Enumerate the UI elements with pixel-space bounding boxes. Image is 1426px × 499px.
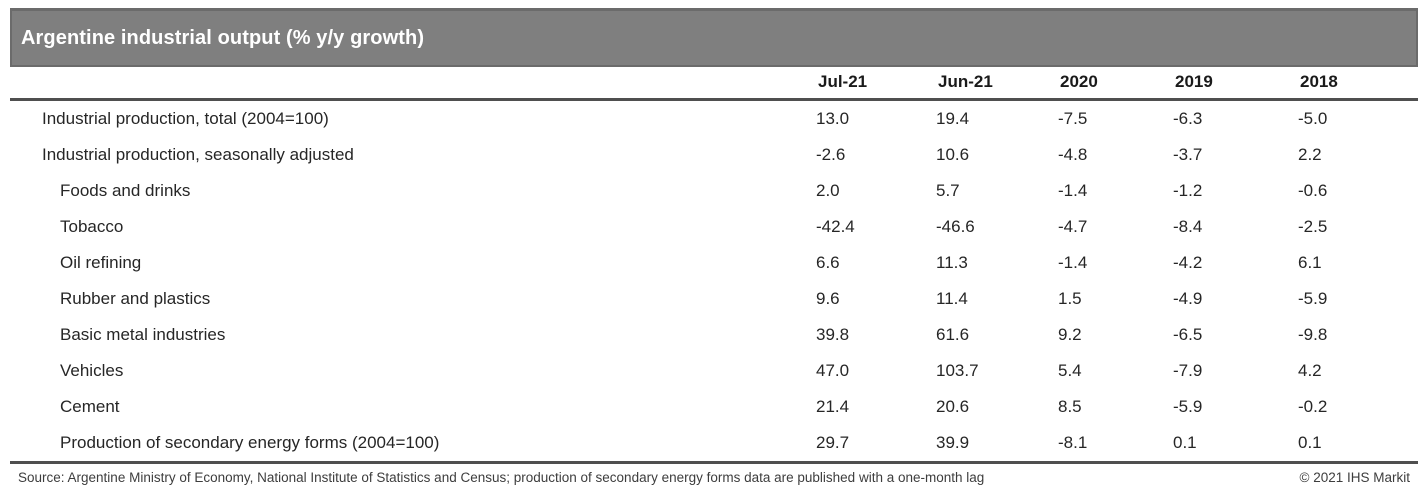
table-row: Tobacco -42.4 -46.6 -4.7 -8.4 -2.5: [10, 209, 1418, 245]
cell-value: 8.5: [1058, 397, 1082, 416]
cell-value: -1.4: [1058, 253, 1088, 272]
cell-value: 4.2: [1298, 361, 1322, 380]
cell-value: -8.4: [1173, 217, 1203, 236]
cell-value: 5.4: [1058, 361, 1082, 380]
source-note: Source: Argentine Ministry of Economy, N…: [18, 470, 985, 485]
cell-value: 20.6: [936, 397, 970, 416]
cell-value: 2.0: [816, 181, 840, 200]
cell-value: -0.6: [1298, 181, 1328, 200]
cell-value: -6.5: [1173, 325, 1203, 344]
cell-value: 5.7: [936, 181, 960, 200]
cell-value: -9.8: [1298, 325, 1328, 344]
cell-value: -6.3: [1173, 109, 1203, 128]
row-label: Tobacco: [60, 217, 124, 236]
column-header: 2018: [1300, 71, 1338, 91]
cell-value: -5.0: [1298, 109, 1328, 128]
header-row: Jul-21 Jun-21 2020 2019 2018: [10, 67, 1418, 100]
row-label: Foods and drinks: [60, 181, 191, 200]
cell-value: -5.9: [1298, 289, 1328, 308]
cell-value: 29.7: [816, 433, 850, 452]
cell-value: 2.2: [1298, 145, 1322, 164]
cell-value: 10.6: [936, 145, 970, 164]
row-label: Rubber and plastics: [60, 289, 211, 308]
row-label-column-header: [10, 67, 815, 100]
data-table: Jul-21 Jun-21 2020 2019 2018 Industrial …: [10, 67, 1418, 464]
cell-value: 13.0: [816, 109, 850, 128]
table-wrap: Jul-21 Jun-21 2020 2019 2018 Industrial …: [10, 67, 1418, 464]
footer: Source: Argentine Ministry of Economy, N…: [10, 470, 1414, 485]
table-body: Industrial production, total (2004=100) 1…: [10, 100, 1418, 463]
cell-value: -1.2: [1173, 181, 1203, 200]
row-label: Cement: [60, 397, 120, 416]
table-row: Industrial production, total (2004=100) 1…: [10, 100, 1418, 138]
cell-value: 9.6: [816, 289, 840, 308]
column-header: Jul-21: [818, 71, 868, 91]
table-row: Production of secondary energy forms (20…: [10, 425, 1418, 463]
column-header: 2020: [1060, 71, 1098, 91]
cell-value: 1.5: [1058, 289, 1082, 308]
copyright-note: © 2021 IHS Markit: [1299, 470, 1411, 485]
table-row: Oil refining 6.6 11.3 -1.4 -4.2 6.1: [10, 245, 1418, 281]
column-header: 2019: [1175, 71, 1213, 91]
cell-value: -4.2: [1173, 253, 1203, 272]
cell-value: 6.6: [816, 253, 840, 272]
cell-value: -8.1: [1058, 433, 1088, 452]
cell-value: -5.9: [1173, 397, 1203, 416]
figure-title: Argentine industrial output (% y/y growt…: [21, 26, 425, 49]
table-row: Foods and drinks 2.0 5.7 -1.4 -1.2 -0.6: [10, 173, 1418, 209]
table-row: Vehicles 47.0 103.7 5.4 -7.9 4.2: [10, 353, 1418, 389]
cell-value: 0.1: [1298, 433, 1322, 452]
column-header: Jun-21: [938, 71, 993, 91]
cell-value: -2.6: [816, 145, 846, 164]
row-label: Oil refining: [60, 253, 142, 272]
cell-value: -7.5: [1058, 109, 1088, 128]
cell-value: -2.5: [1298, 217, 1328, 236]
cell-value: -4.7: [1058, 217, 1088, 236]
cell-value: 39.8: [816, 325, 850, 344]
table-row: Basic metal industries 39.8 61.6 9.2 -6.5 -9.…: [10, 317, 1418, 353]
cell-value: 21.4: [816, 397, 850, 416]
cell-value: 6.1: [1298, 253, 1322, 272]
cell-value: 0.1: [1173, 433, 1197, 452]
cell-value: 61.6: [936, 325, 970, 344]
cell-value: -0.2: [1298, 397, 1328, 416]
cell-value: 19.4: [936, 109, 970, 128]
cell-value: -1.4: [1058, 181, 1088, 200]
table-row: Industrial production, seasonally adjust…: [10, 137, 1418, 173]
row-label: Basic metal industries: [60, 325, 226, 344]
cell-value: 11.4: [936, 289, 968, 308]
row-label: Industrial production, seasonally adjust…: [42, 145, 354, 164]
row-label: Industrial production, total (2004=100): [42, 109, 329, 128]
cell-value: 11.3: [936, 253, 968, 272]
row-label: Production of secondary energy forms (20…: [60, 433, 440, 452]
table-row: Cement 21.4 20.6 8.5 -5.9 -0.2: [10, 389, 1418, 425]
row-label: Vehicles: [60, 361, 124, 380]
cell-value: 103.7: [936, 361, 979, 380]
cell-value: 9.2: [1058, 325, 1082, 344]
cell-value: 47.0: [816, 361, 850, 380]
cell-value: -7.9: [1173, 361, 1203, 380]
cell-value: 39.9: [936, 433, 970, 452]
cell-value: -4.9: [1173, 289, 1203, 308]
cell-value: -46.6: [936, 217, 975, 236]
cell-value: -42.4: [816, 217, 855, 236]
title-bar: Argentine industrial output (% y/y growt…: [10, 8, 1418, 67]
cell-value: -3.7: [1173, 145, 1203, 164]
table-row: Rubber and plastics 9.6 11.4 1.5 -4.9 -5.9: [10, 281, 1418, 317]
cell-value: -4.8: [1058, 145, 1088, 164]
